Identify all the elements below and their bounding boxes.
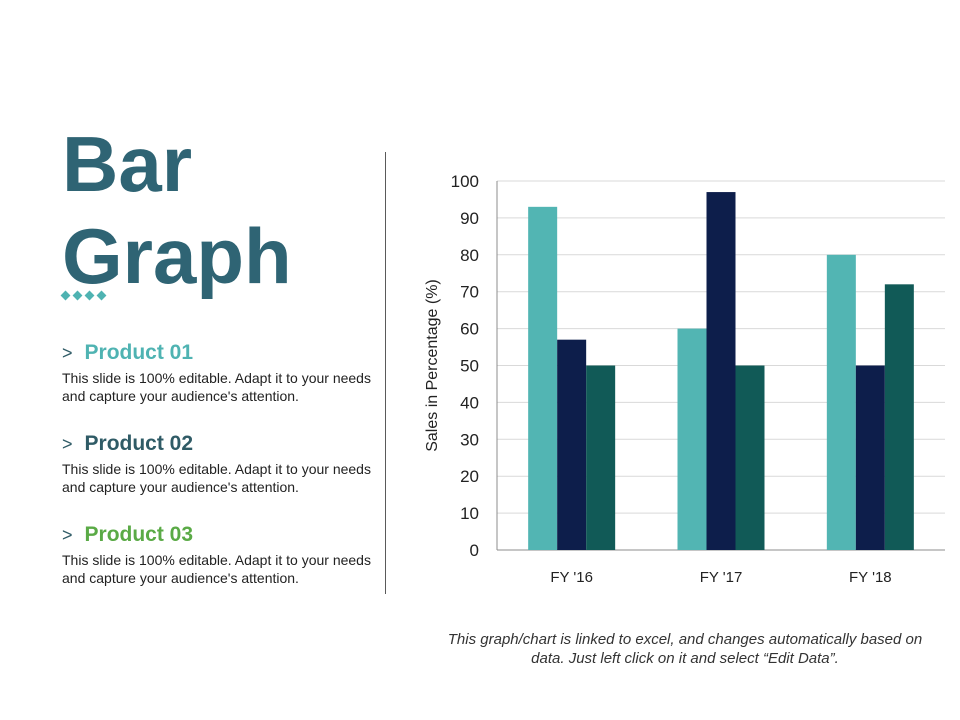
y-axis-label: Sales in Percentage (%) — [424, 279, 441, 452]
y-tick-label: 90 — [460, 209, 479, 228]
y-tick-label: 100 — [451, 172, 479, 191]
bar — [677, 328, 707, 550]
chart-footnote: This graph/chart is linked to excel, and… — [447, 631, 923, 667]
bar — [557, 339, 587, 550]
y-tick-label: 20 — [460, 467, 479, 486]
title-line-1: Bar — [62, 120, 193, 208]
chevron-right-icon: > — [62, 343, 73, 363]
x-tick-label: FY '16 — [550, 569, 593, 586]
bar — [706, 192, 736, 550]
product-description: This slide is 100% editable. Adapt it to… — [62, 461, 371, 495]
title-line-2: Graph — [62, 212, 292, 300]
y-tick-label: 50 — [460, 357, 479, 376]
product-heading: > Product 02 — [62, 431, 372, 457]
product-description: This slide is 100% editable. Adapt it to… — [62, 552, 371, 586]
x-tick-label: FY '18 — [849, 569, 892, 586]
y-tick-label: 30 — [460, 430, 479, 449]
bar — [586, 365, 616, 550]
x-tick-label: FY '17 — [700, 569, 743, 586]
chevron-right-icon: > — [62, 525, 73, 545]
product-name: Product 01 — [84, 341, 194, 364]
bar — [826, 254, 856, 551]
bar — [735, 365, 765, 550]
product-description: This slide is 100% editable. Adapt it to… — [62, 370, 371, 404]
product-item-2: > Product 02 This slide is 100% editable… — [62, 431, 372, 496]
slide-title: Bar Graph — [62, 118, 292, 302]
chevron-right-icon: > — [62, 434, 73, 454]
bar — [528, 206, 558, 550]
y-tick-label: 60 — [460, 320, 479, 339]
product-heading: > Product 03 — [62, 522, 372, 548]
bar — [884, 284, 914, 550]
y-tick-label: 10 — [460, 504, 479, 523]
product-item-1: > Product 01 This slide is 100% editable… — [62, 340, 372, 405]
y-tick-label: 0 — [470, 541, 479, 560]
product-name: Product 02 — [84, 432, 194, 455]
y-tick-label: 40 — [460, 393, 479, 412]
y-tick-label: 80 — [460, 246, 479, 265]
vertical-divider — [385, 152, 386, 594]
y-tick-label: 70 — [460, 283, 479, 302]
product-name: Product 03 — [84, 523, 194, 546]
bar — [855, 365, 885, 550]
product-heading: > Product 01 — [62, 340, 372, 366]
product-item-3: > Product 03 This slide is 100% editable… — [62, 522, 372, 587]
